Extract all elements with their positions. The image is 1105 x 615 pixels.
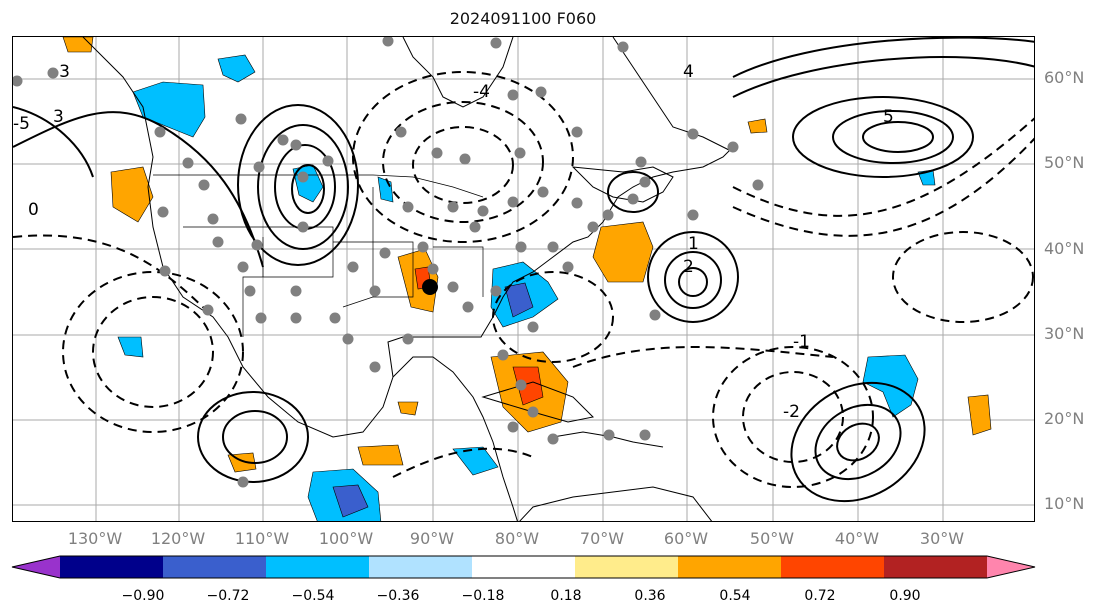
map-canvas[interactable]: 0 1 2 3 4 5 -1 -2 -3 -4 -5	[13, 37, 1035, 522]
highlight-dot	[422, 279, 438, 295]
lon-label: 60°W	[663, 529, 709, 548]
colorbar-tick: −0.72	[206, 588, 250, 604]
colorbar-tick: −0.54	[291, 588, 335, 604]
lon-label: 70°W	[579, 529, 625, 548]
colorbar-extend-high	[987, 556, 1035, 578]
colorbar-segment	[369, 556, 473, 578]
lon-label: 80°W	[494, 529, 540, 548]
shade-positive	[62, 37, 94, 53]
colorbar-segment	[575, 556, 679, 578]
colorbar-tick: 0.18	[550, 588, 582, 604]
shade-positive	[357, 444, 404, 466]
lon-label: 50°W	[749, 529, 795, 548]
lat-label: 20°N	[1044, 409, 1085, 428]
colorbar-segment	[266, 556, 370, 578]
colorbar-segments	[11, 555, 1036, 579]
colorbar-segment	[781, 556, 885, 578]
contour-labels: 0 1 2 3 4 5 -1 -2 -3 -4 -5	[13, 62, 894, 422]
shade-positive-strong	[512, 366, 544, 406]
lat-label: 60°N	[1044, 68, 1085, 87]
contour-label: 1	[688, 234, 699, 254]
lon-label: 110°W	[234, 529, 290, 548]
colorbar-tick: −0.18	[461, 588, 505, 604]
shade-negative	[377, 176, 394, 203]
colorbar-tick: −0.36	[376, 588, 420, 604]
lon-label: 130°W	[67, 529, 123, 548]
shade-negative	[117, 336, 144, 358]
contour-label: 4	[683, 62, 694, 82]
shade-negative-deep	[332, 484, 369, 518]
map-panel[interactable]: 0 1 2 3 4 5 -1 -2 -3 -4 -5	[12, 36, 1035, 522]
shade-positive	[592, 221, 654, 283]
contour-lines-dashed	[13, 71, 1034, 488]
contour-label: -5	[13, 114, 30, 134]
page-title: 2024091100 F060	[449, 9, 597, 28]
colorbar-extend-low	[12, 556, 60, 578]
colorbar-tick: 0.54	[719, 588, 751, 604]
shade-positive	[110, 166, 154, 223]
colorbar-tick: 0.90	[889, 588, 921, 604]
colorbar-segment	[678, 556, 782, 578]
colorbar-segment	[60, 556, 164, 578]
shade-positive	[967, 394, 992, 436]
station-dots	[13, 37, 764, 488]
colorbar-tick: 0.36	[634, 588, 666, 604]
colorbar-segment	[472, 556, 576, 578]
colorbar-outline	[11, 555, 1036, 579]
contour-label: 0	[28, 200, 39, 220]
colorbar-segment	[884, 556, 988, 578]
shaded-regions	[62, 37, 992, 521]
lon-label: 30°W	[919, 529, 965, 548]
shade-negative	[452, 446, 499, 476]
contour-label: -2	[783, 402, 800, 422]
contour-label: -1	[793, 332, 810, 352]
contour-label: -3	[53, 62, 70, 82]
lon-label: 120°W	[150, 529, 206, 548]
lat-label: 10°N	[1044, 494, 1085, 513]
lon-label: 90°W	[409, 529, 455, 548]
shade-positive	[397, 401, 419, 416]
lat-label: 40°N	[1044, 239, 1085, 258]
lat-label: 30°N	[1044, 324, 1085, 343]
shade-positive	[747, 118, 768, 134]
contour-label: 3	[53, 107, 64, 127]
lon-label: 100°W	[318, 529, 374, 548]
shade-negative-deep	[504, 282, 534, 318]
coastlines	[82, 37, 734, 521]
colorbar-tick: −0.90	[121, 588, 165, 604]
lat-label: 50°N	[1044, 153, 1085, 172]
contour-label: 2	[683, 257, 694, 277]
contour-label: 5	[883, 107, 894, 127]
shade-negative	[217, 54, 256, 83]
lon-label: 40°W	[834, 529, 880, 548]
colorbar-tick: 0.72	[804, 588, 836, 604]
contour-label: -4	[473, 82, 490, 102]
colorbar-segment	[163, 556, 267, 578]
